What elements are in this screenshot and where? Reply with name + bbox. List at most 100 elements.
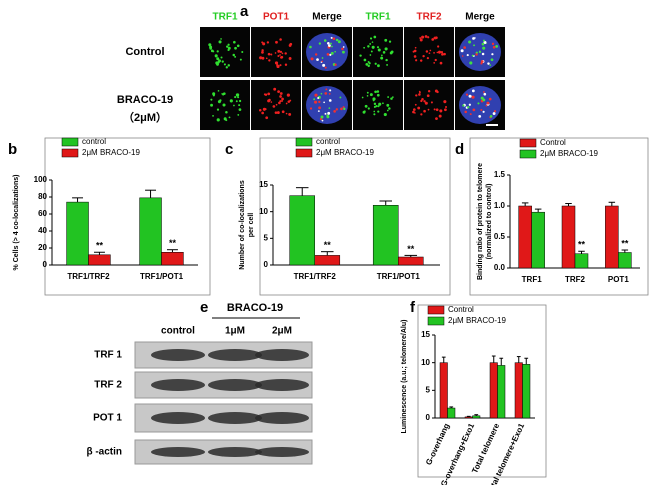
focus xyxy=(226,45,229,48)
focus xyxy=(475,53,478,56)
focus xyxy=(370,37,372,40)
focus xyxy=(235,100,238,103)
focus xyxy=(234,55,237,58)
focus xyxy=(272,105,276,108)
focus xyxy=(323,101,325,104)
focus xyxy=(374,90,377,94)
focus xyxy=(386,103,390,107)
focus xyxy=(495,45,499,48)
focus xyxy=(439,109,443,113)
band xyxy=(255,379,309,391)
focus xyxy=(210,49,214,53)
legend-swatch xyxy=(519,149,537,159)
focus xyxy=(429,49,432,52)
focus xyxy=(233,40,236,44)
focus xyxy=(486,101,490,105)
focus xyxy=(468,103,471,106)
focus xyxy=(365,63,369,66)
focus xyxy=(333,110,336,113)
focus xyxy=(421,35,425,39)
focus xyxy=(483,91,485,93)
focus xyxy=(316,58,319,62)
lane-label: 1μM xyxy=(225,326,245,337)
bar xyxy=(574,253,589,269)
focus xyxy=(237,96,240,99)
focus xyxy=(220,38,222,40)
focus xyxy=(267,52,271,56)
band xyxy=(208,412,262,424)
bar xyxy=(314,255,341,266)
y-tick-label: 40 xyxy=(38,226,47,235)
focus xyxy=(492,112,496,115)
significance: ** xyxy=(578,240,586,250)
band xyxy=(151,412,205,424)
focus xyxy=(463,46,466,49)
focus xyxy=(261,56,265,60)
focus xyxy=(384,113,387,116)
bar xyxy=(88,254,111,266)
panel-frame xyxy=(417,304,547,478)
focus xyxy=(233,104,235,107)
bar xyxy=(439,362,448,419)
focus xyxy=(485,104,488,107)
focus xyxy=(222,103,226,107)
focus xyxy=(238,104,241,107)
focus xyxy=(342,46,345,48)
focus xyxy=(373,35,377,39)
row-label: （2μM） xyxy=(123,111,167,124)
focus xyxy=(434,36,438,40)
band xyxy=(151,379,205,391)
focus xyxy=(373,110,376,113)
focus xyxy=(412,110,415,114)
focus xyxy=(488,97,492,101)
focus xyxy=(334,50,336,53)
focus xyxy=(471,95,475,99)
focus xyxy=(414,103,417,106)
y-tick-label: 100 xyxy=(34,175,48,184)
focus xyxy=(261,49,264,52)
focus xyxy=(322,63,326,67)
focus xyxy=(210,98,213,101)
focus xyxy=(444,108,447,112)
y-tick-label: 0 xyxy=(264,260,269,269)
bar xyxy=(447,407,456,419)
significance: ** xyxy=(324,240,332,250)
focus xyxy=(415,94,417,97)
focus xyxy=(427,108,430,111)
focus xyxy=(373,105,376,108)
lane-label: 2μM xyxy=(272,326,292,337)
bar xyxy=(464,416,473,419)
focus xyxy=(489,115,493,118)
bar xyxy=(66,201,89,266)
focus xyxy=(286,93,290,97)
focus xyxy=(317,110,320,113)
panel-label: c xyxy=(225,141,233,158)
focus xyxy=(413,55,417,58)
focus xyxy=(384,38,388,42)
legend-label: 2μM BRACO-19 xyxy=(82,148,141,157)
y-axis-label: (normalized to control) xyxy=(486,184,493,260)
bar xyxy=(618,252,632,269)
focus xyxy=(426,57,430,60)
focus xyxy=(279,38,282,41)
focus xyxy=(418,93,421,96)
focus xyxy=(427,89,431,93)
focus xyxy=(375,105,378,108)
focus xyxy=(280,55,284,59)
focus xyxy=(422,54,425,58)
focus xyxy=(221,60,224,63)
focus xyxy=(384,47,388,51)
focus xyxy=(483,40,487,45)
focus xyxy=(381,54,383,57)
focus xyxy=(443,52,446,56)
legend-swatch xyxy=(61,148,79,158)
focus xyxy=(474,37,476,39)
y-axis-label: Luminescence (a.u.; telomere/Alu) xyxy=(401,320,408,434)
bar xyxy=(289,195,316,266)
focus xyxy=(423,100,426,103)
focus xyxy=(228,116,231,119)
focus xyxy=(320,115,324,119)
focus xyxy=(327,41,330,45)
focus xyxy=(478,50,482,54)
bar xyxy=(561,205,576,269)
